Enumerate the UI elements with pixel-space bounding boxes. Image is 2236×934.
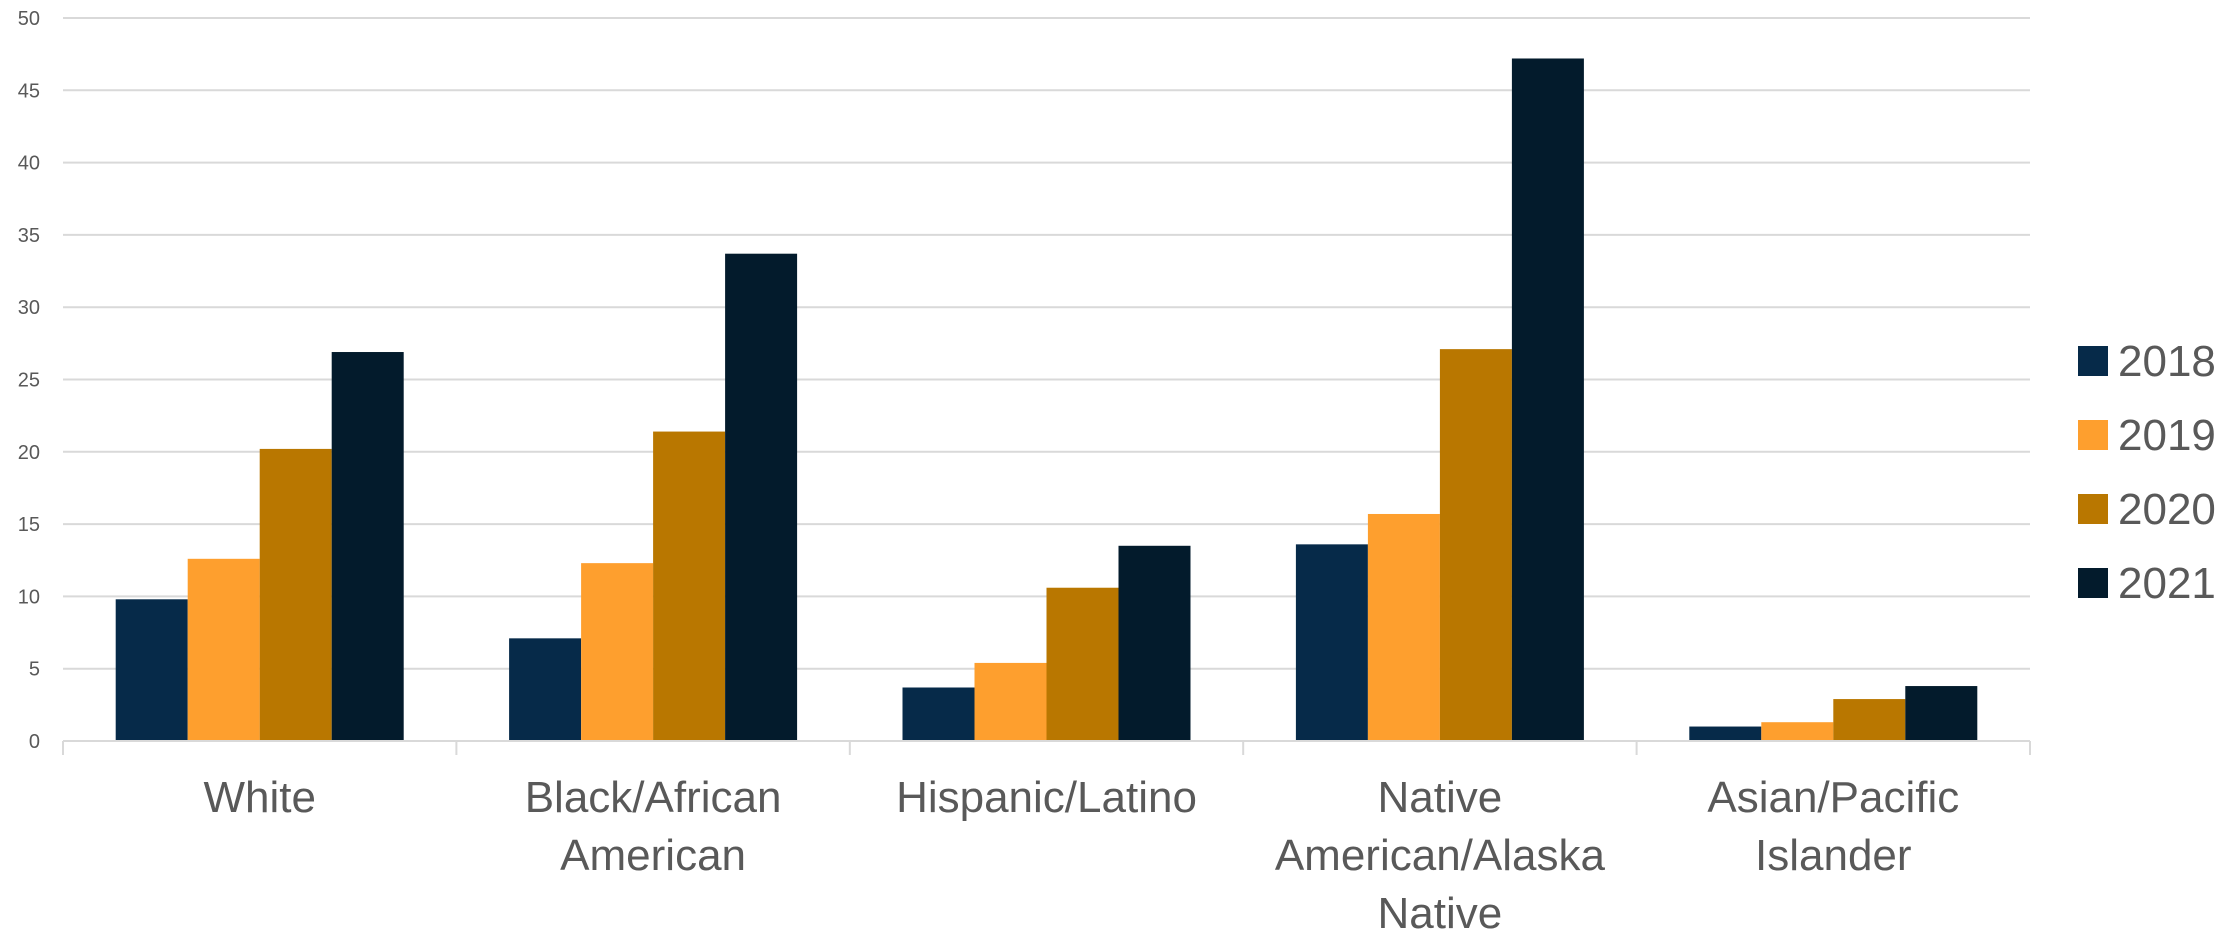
y-tick-label: 35 <box>18 225 40 247</box>
category-label: Hispanic/Latino <box>896 773 1197 822</box>
x-axis-category-labels: White Black/African American Hispanic/Latin… <box>203 773 1959 934</box>
y-tick-label: 50 <box>18 8 40 30</box>
bar-2018-2 <box>902 687 975 741</box>
category-label: Native <box>1378 773 1503 822</box>
bar-2019-2 <box>974 662 1047 741</box>
y-tick-label: 5 <box>29 659 40 681</box>
bar-2020-2 <box>1046 587 1119 741</box>
category-label: Black/African <box>525 773 782 822</box>
legend-label: 2018 <box>2118 337 2216 386</box>
bar-2019-4 <box>1761 722 1834 741</box>
category-label: American/Alaska <box>1275 831 1606 880</box>
bar-2018-4 <box>1689 726 1762 741</box>
legend-swatch <box>2078 346 2108 376</box>
y-tick-label: 30 <box>18 297 40 319</box>
y-tick-label: 40 <box>18 153 40 175</box>
legend-swatch <box>2078 568 2108 598</box>
bar-2021-3 <box>1511 58 1584 742</box>
bar-2021-4 <box>1905 686 1978 741</box>
bar-2020-0 <box>259 448 332 741</box>
bar-2019-1 <box>581 563 654 741</box>
legend-label: 2021 <box>2118 559 2216 608</box>
bar-2021-1 <box>725 253 798 741</box>
legend-swatch <box>2078 420 2108 450</box>
legend: 2018 2019 2020 2021 <box>2078 337 2216 608</box>
category-label: Islander <box>1755 831 1912 880</box>
category-label: Native <box>1378 889 1503 934</box>
y-tick-label: 15 <box>18 514 40 536</box>
bar-2021-2 <box>1118 545 1191 741</box>
legend-label: 2020 <box>2118 485 2216 534</box>
bar-2021-0 <box>331 352 404 741</box>
category-label: American <box>560 831 746 880</box>
bars <box>115 58 1978 742</box>
y-tick-label: 10 <box>18 586 40 608</box>
bar-2019-0 <box>187 558 260 741</box>
y-tick-label: 20 <box>18 442 40 464</box>
x-axis <box>62 740 2031 755</box>
category-label: Asian/Pacific <box>1707 773 1959 822</box>
bar-2018-1 <box>509 638 582 741</box>
y-tick-label: 0 <box>29 731 40 753</box>
bar-2020-4 <box>1833 699 1906 741</box>
bar-2018-3 <box>1295 544 1368 741</box>
y-tick-label: 45 <box>18 80 40 102</box>
bar-2020-3 <box>1439 349 1512 741</box>
y-axis-tick-labels: 0 5 10 15 20 25 30 35 40 45 50 <box>18 8 40 753</box>
category-label: White <box>203 773 315 822</box>
legend-swatch <box>2078 494 2108 524</box>
bar-2018-0 <box>115 599 188 741</box>
bar-2019-3 <box>1367 513 1440 741</box>
y-tick-label: 25 <box>18 370 40 392</box>
bar-2020-1 <box>653 431 726 741</box>
legend-label: 2019 <box>2118 411 2216 460</box>
